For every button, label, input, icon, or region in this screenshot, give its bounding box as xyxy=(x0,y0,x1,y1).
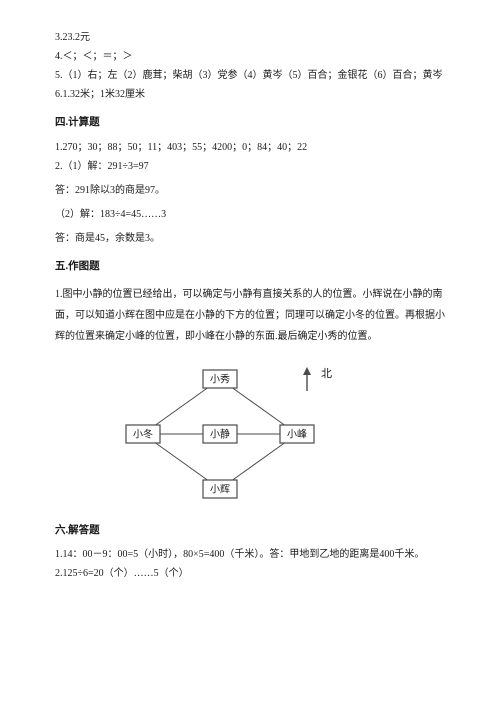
svg-text:小静: 小静 xyxy=(210,427,230,440)
svg-text:小峰: 小峰 xyxy=(287,428,307,440)
calc-line-2b: （2）解：183÷4=45……3 xyxy=(55,207,445,223)
draw-explanation: 1.图中小静的位置已经给出，可以确定与小静有直接关系的人的位置。小辉说在小静的南… xyxy=(55,284,445,347)
solve-line-2: 2.125÷6=20（个）……5（个） xyxy=(55,566,445,582)
answer-4: 4.＜；＜；＝；＞ xyxy=(55,49,445,65)
answer-3: 3.23.2元 xyxy=(55,30,445,46)
answer-6: 6.1.32米；1米32厘米 xyxy=(55,87,445,103)
position-diagram: 小秀小冬 小静 小峰小辉 北 xyxy=(55,361,445,511)
section-5-title: 五.作图题 xyxy=(55,259,445,276)
svg-text:小冬: 小冬 xyxy=(133,427,153,440)
solve-line-1: 1.14：00－9：00=5（小时），80×5=400（千米）。答：甲地到乙地的… xyxy=(55,547,445,563)
calc-line-2b-answer: 答：商是45，余数是3。 xyxy=(55,231,445,247)
calc-line-1: 1.270；30；88；50；11；403；55；4200；0；84；40；22 xyxy=(55,140,445,156)
calc-line-2a-answer: 答：291除以3的商是97。 xyxy=(55,183,445,199)
svg-text:小辉: 小辉 xyxy=(210,483,230,495)
answer-5: 5.（1）右；左（2）鹿茸；柴胡（3）党参（4）黄岑（5）百合；金银花（6）百合… xyxy=(55,68,445,84)
diagram-svg: 小秀小冬 小静 小峰小辉 北 xyxy=(105,361,395,511)
section-6-title: 六.解答题 xyxy=(55,523,445,540)
svg-text:北: 北 xyxy=(321,367,332,380)
section-4-title: 四.计算题 xyxy=(55,115,445,132)
svg-text:小秀: 小秀 xyxy=(210,373,230,385)
calc-line-2a: 2.（1）解：291÷3=97 xyxy=(55,159,445,175)
